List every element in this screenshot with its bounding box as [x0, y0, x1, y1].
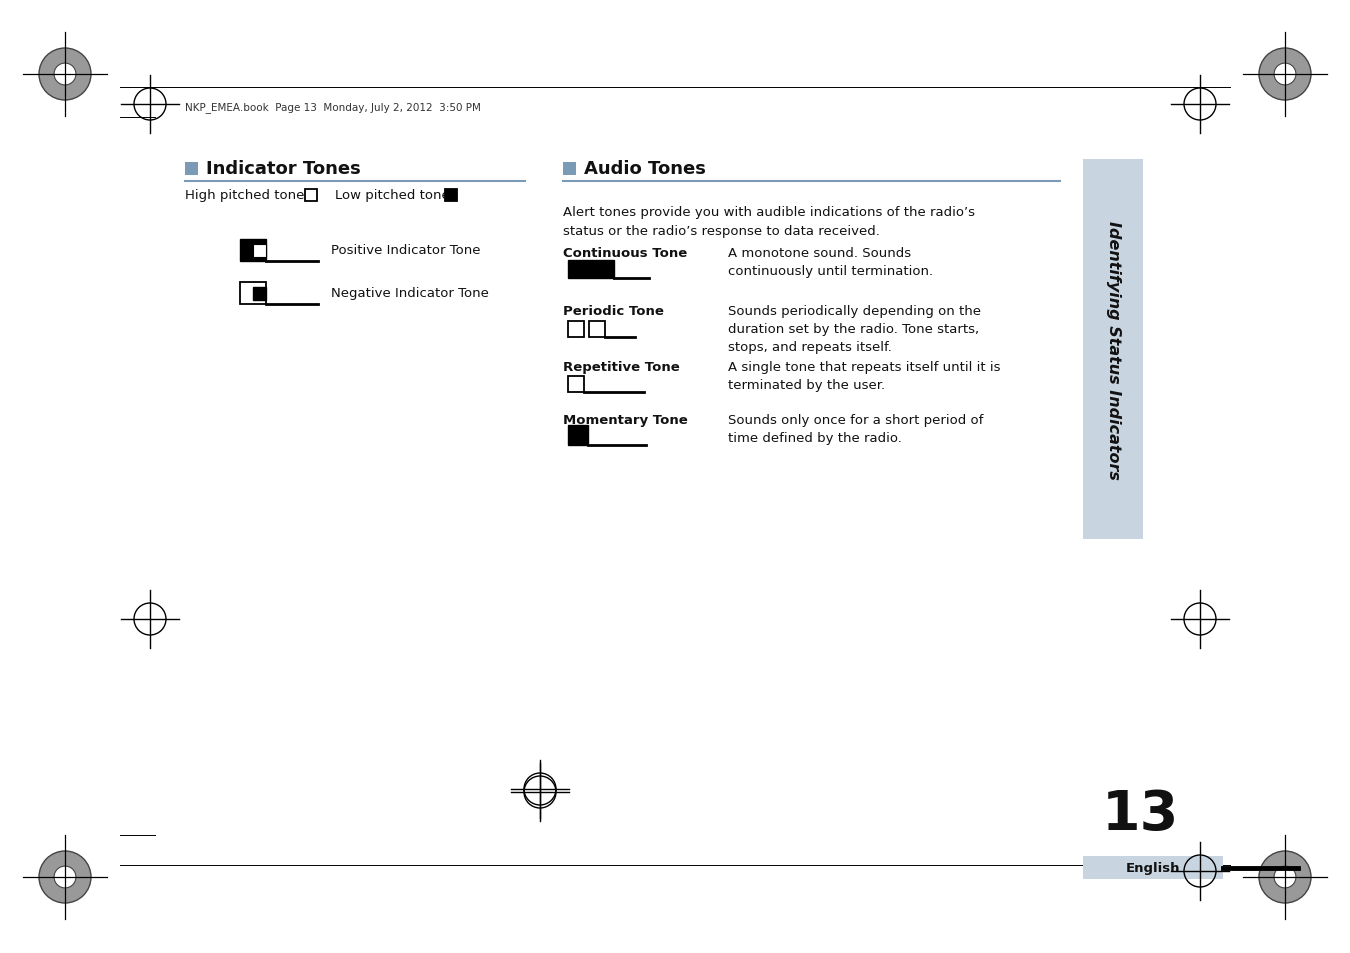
Text: Audio Tones: Audio Tones: [585, 160, 706, 178]
Text: A single tone that repeats itself until it is
terminated by the user.: A single tone that repeats itself until …: [728, 360, 1000, 392]
Text: Sounds only once for a short period of
time defined by the radio.: Sounds only once for a short period of t…: [728, 414, 983, 444]
Bar: [252, 287, 266, 300]
Bar: [568, 376, 585, 393]
Bar: [305, 190, 317, 202]
Text: A monotone sound. Sounds
continuously until termination.: A monotone sound. Sounds continuously un…: [728, 247, 933, 277]
Circle shape: [1274, 866, 1296, 888]
Circle shape: [1260, 49, 1311, 101]
Text: 13: 13: [1102, 787, 1179, 841]
Bar: [446, 190, 458, 202]
Bar: [1083, 856, 1223, 879]
Circle shape: [54, 64, 76, 86]
Text: Continuous Tone: Continuous Tone: [563, 247, 687, 260]
Text: English: English: [1126, 862, 1180, 874]
Bar: [568, 322, 585, 337]
Text: Positive Indicator Tone: Positive Indicator Tone: [331, 244, 481, 257]
Text: Periodic Tone: Periodic Tone: [563, 305, 664, 317]
Bar: [240, 283, 266, 305]
Bar: [240, 240, 266, 262]
Text: Alert tones provide you with audible indications of the radio’s
status or the ra: Alert tones provide you with audible ind…: [563, 206, 975, 237]
Text: Indicator Tones: Indicator Tones: [207, 160, 360, 178]
Text: Low pitched tone: Low pitched tone: [335, 190, 450, 202]
Circle shape: [54, 866, 76, 888]
Circle shape: [39, 851, 90, 903]
Bar: [589, 322, 605, 337]
Circle shape: [1274, 64, 1296, 86]
Text: Sounds periodically depending on the
duration set by the radio. Tone starts,
sto: Sounds periodically depending on the dur…: [728, 305, 981, 354]
Text: High pitched tone: High pitched tone: [185, 190, 304, 202]
Text: Negative Indicator Tone: Negative Indicator Tone: [331, 287, 489, 300]
Text: Identifying Status Indicators: Identifying Status Indicators: [1106, 220, 1120, 479]
Text: Repetitive Tone: Repetitive Tone: [563, 360, 680, 374]
Bar: [568, 426, 589, 446]
Bar: [1083, 160, 1143, 539]
Circle shape: [39, 49, 90, 101]
Bar: [563, 163, 576, 175]
Bar: [568, 261, 614, 278]
Bar: [252, 244, 266, 257]
Text: NKP_EMEA.book  Page 13  Monday, July 2, 2012  3:50 PM: NKP_EMEA.book Page 13 Monday, July 2, 20…: [185, 102, 481, 113]
Text: Momentary Tone: Momentary Tone: [563, 414, 687, 427]
Bar: [185, 163, 198, 175]
Circle shape: [1260, 851, 1311, 903]
